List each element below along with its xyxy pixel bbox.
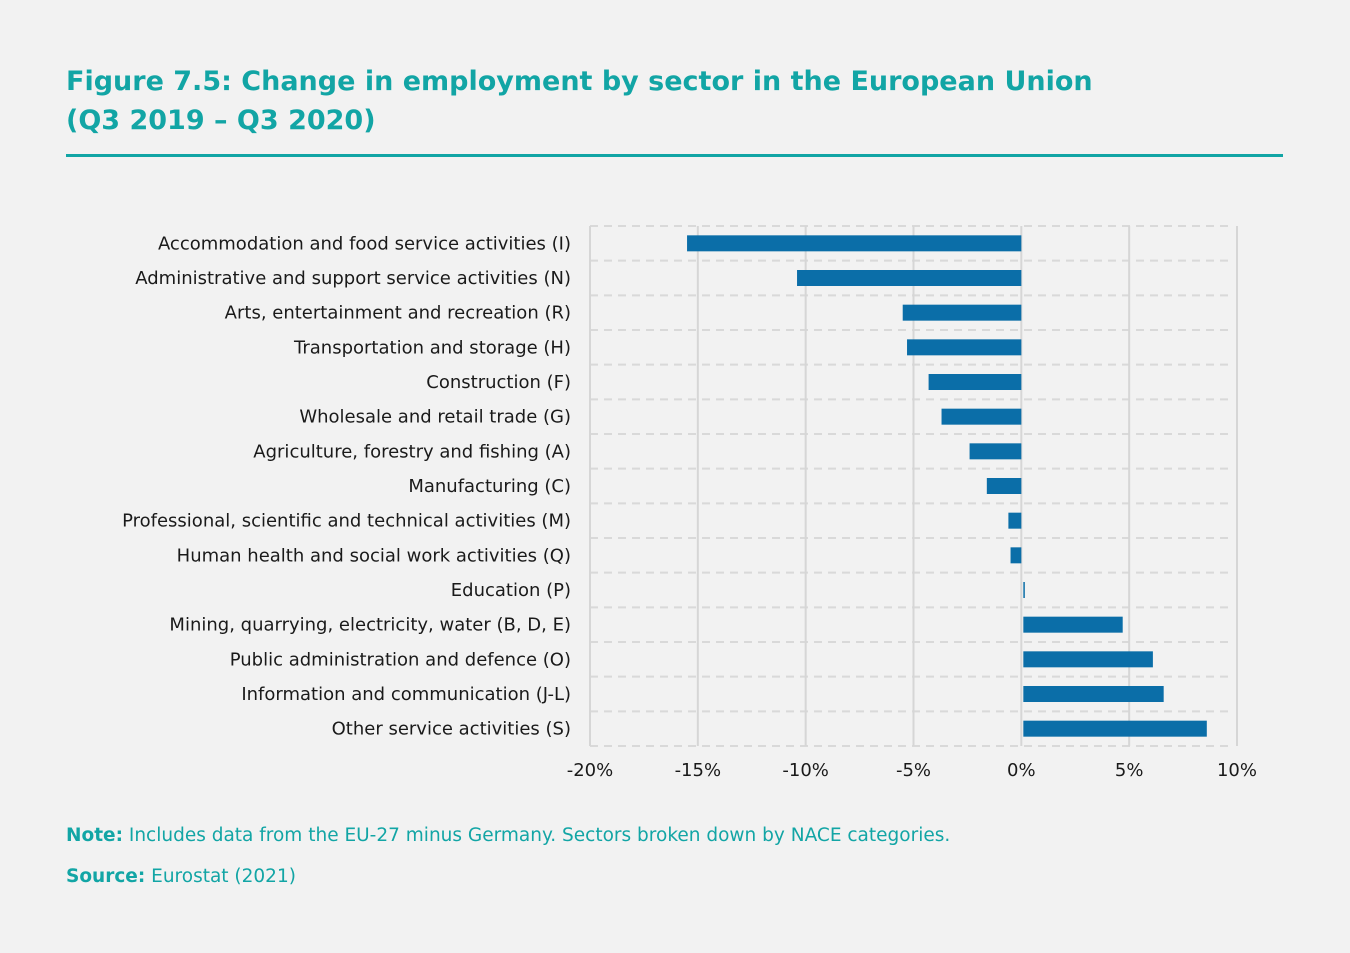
category-label: Arts, entertainment and recreation (R) [225,303,571,324]
source: Source: Eurostat (2021) [66,866,296,887]
title-line-1: Figure 7.5: Change in employment by sect… [66,66,1093,97]
x-tick-label: -15% [675,760,722,781]
bar [1023,686,1164,702]
bar [986,478,1022,494]
bar [1023,616,1123,633]
category-label: Public administration and defence (O) [230,649,571,670]
category-label: Other service activities (S) [332,719,571,740]
category-label: Transportation and storage (H) [293,337,571,358]
x-tick-label: 5% [1115,760,1144,781]
category-label: Education (P) [451,580,571,601]
source-text: Eurostat (2021) [145,866,296,887]
category-label: Manufacturing (C) [408,476,571,497]
x-tick-label: -5% [896,760,931,781]
x-tick-label: 10% [1217,760,1257,781]
category-label: Construction (F) [426,372,571,393]
note-label: Note: [66,825,123,846]
category-label: Agriculture, forestry and fishing (A) [253,441,571,462]
category-label: Accommodation and food service activitie… [158,233,571,254]
note-text: Includes data from the EU-27 minus Germa… [122,825,951,846]
bar [1023,720,1207,737]
title-line-2: (Q3 2019 – Q3 2020) [66,105,376,136]
x-tick-label: -10% [782,760,829,781]
bar [797,270,1022,286]
bar [1010,547,1022,564]
bar [687,235,1022,252]
bar [1023,582,1025,598]
title-divider [66,154,1283,157]
category-label: Wholesale and retail trade (G) [299,407,571,428]
source-label: Source: [66,866,146,887]
chart-title: Figure 7.5: Change in employment by sect… [66,62,1166,140]
category-label: Administrative and support service activ… [135,268,571,289]
category-label: Human health and social work activities … [177,545,571,566]
category-label: Mining, quarrying, electricity, water (B… [169,615,571,636]
bar [969,443,1022,460]
bar [1008,512,1022,529]
category-label: Information and communication (J-L) [241,684,571,705]
x-tick-label: 0% [1007,760,1036,781]
bar [902,304,1022,321]
bar [1023,651,1153,668]
bar [941,408,1022,425]
category-label: Professional, scientific and technical a… [122,511,571,532]
bar [907,339,1022,356]
bar [928,374,1022,390]
note: Note: Includes data from the EU-27 minus… [66,825,950,846]
x-tick-label: -20% [567,760,614,781]
